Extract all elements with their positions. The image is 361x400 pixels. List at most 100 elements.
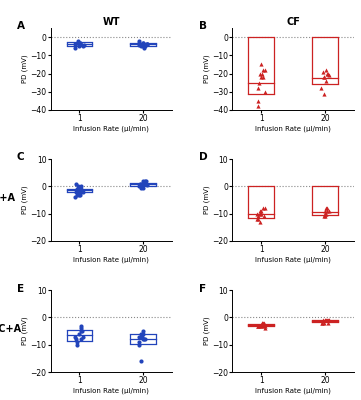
Point xyxy=(257,210,262,217)
Title: WT: WT xyxy=(103,17,120,27)
Point xyxy=(324,205,330,211)
Text: C: C xyxy=(17,152,24,162)
Point xyxy=(143,180,148,187)
Point xyxy=(137,180,143,187)
Point xyxy=(81,333,86,340)
Text: F: F xyxy=(199,284,206,294)
Y-axis label: PD (mV): PD (mV) xyxy=(22,317,28,345)
X-axis label: Infusion Rate (µl/min): Infusion Rate (µl/min) xyxy=(255,387,331,394)
Point xyxy=(136,333,142,340)
Point xyxy=(256,85,261,91)
Point xyxy=(323,210,329,217)
Point xyxy=(75,40,81,47)
Point xyxy=(322,317,328,323)
Point xyxy=(258,210,264,217)
Point xyxy=(138,358,144,364)
Point xyxy=(78,325,84,332)
Point xyxy=(73,45,78,51)
Point xyxy=(74,191,80,198)
Point xyxy=(321,74,327,80)
Text: E: E xyxy=(17,284,24,294)
Point xyxy=(143,180,149,187)
Point xyxy=(140,39,146,46)
Point xyxy=(325,208,330,214)
Point xyxy=(321,74,327,80)
Point xyxy=(262,88,268,95)
Point xyxy=(319,320,325,326)
Text: LC+A: LC+A xyxy=(0,324,21,334)
Point xyxy=(142,336,148,342)
Point xyxy=(262,325,268,332)
Point xyxy=(255,322,261,329)
Point xyxy=(141,45,147,51)
Point xyxy=(255,322,260,329)
Point xyxy=(323,67,329,73)
Point xyxy=(144,41,149,48)
Point xyxy=(323,78,329,84)
Point xyxy=(326,208,332,214)
Point xyxy=(262,322,268,329)
Point xyxy=(74,186,80,192)
Point xyxy=(140,184,146,191)
Point xyxy=(144,41,150,48)
Point xyxy=(259,320,265,326)
Point xyxy=(260,205,266,211)
Point xyxy=(259,70,265,77)
Point xyxy=(73,180,79,187)
Point xyxy=(136,38,142,44)
Point xyxy=(136,342,142,348)
Point xyxy=(319,68,325,75)
Point xyxy=(136,339,142,345)
Point xyxy=(325,320,330,326)
Point xyxy=(258,61,264,68)
Point xyxy=(78,336,84,342)
Point xyxy=(144,182,150,188)
Point xyxy=(72,41,78,48)
Point xyxy=(78,189,84,195)
Point xyxy=(76,191,82,198)
Point xyxy=(78,39,83,46)
Point xyxy=(138,333,144,340)
Point xyxy=(262,67,268,73)
Point xyxy=(322,213,327,220)
Point xyxy=(257,70,263,77)
Point xyxy=(320,317,326,323)
Point xyxy=(76,186,82,192)
Point xyxy=(81,42,86,48)
Y-axis label: PD (mV): PD (mV) xyxy=(204,55,210,83)
Text: B: B xyxy=(199,22,206,32)
Point xyxy=(78,322,83,329)
Y-axis label: PD (mV): PD (mV) xyxy=(22,186,28,214)
Point xyxy=(142,178,148,184)
Point xyxy=(255,103,261,110)
Point xyxy=(140,40,146,47)
Point xyxy=(139,333,145,340)
Text: B+A: B+A xyxy=(0,193,15,203)
Point xyxy=(257,322,262,329)
Point xyxy=(260,74,265,80)
Point xyxy=(140,328,146,334)
Point xyxy=(81,43,86,50)
Point xyxy=(261,67,266,73)
Point xyxy=(326,317,332,323)
Point xyxy=(74,342,80,348)
Point xyxy=(325,70,331,77)
Point xyxy=(141,336,147,342)
Point xyxy=(138,180,144,187)
Point xyxy=(72,333,78,340)
Point xyxy=(75,183,81,190)
Point xyxy=(78,186,84,192)
Y-axis label: PD (mV): PD (mV) xyxy=(204,186,210,214)
X-axis label: Infusion Rate (µl/min): Infusion Rate (µl/min) xyxy=(73,256,149,263)
Point xyxy=(144,41,150,48)
Point xyxy=(74,339,80,345)
Point xyxy=(73,336,79,342)
Y-axis label: PD (mV): PD (mV) xyxy=(22,55,28,83)
Point xyxy=(255,216,261,222)
Point xyxy=(256,80,262,86)
Y-axis label: PD (mV): PD (mV) xyxy=(204,317,210,345)
Point xyxy=(138,182,144,188)
Point xyxy=(76,43,82,50)
Point xyxy=(258,322,264,329)
Point xyxy=(326,72,332,78)
